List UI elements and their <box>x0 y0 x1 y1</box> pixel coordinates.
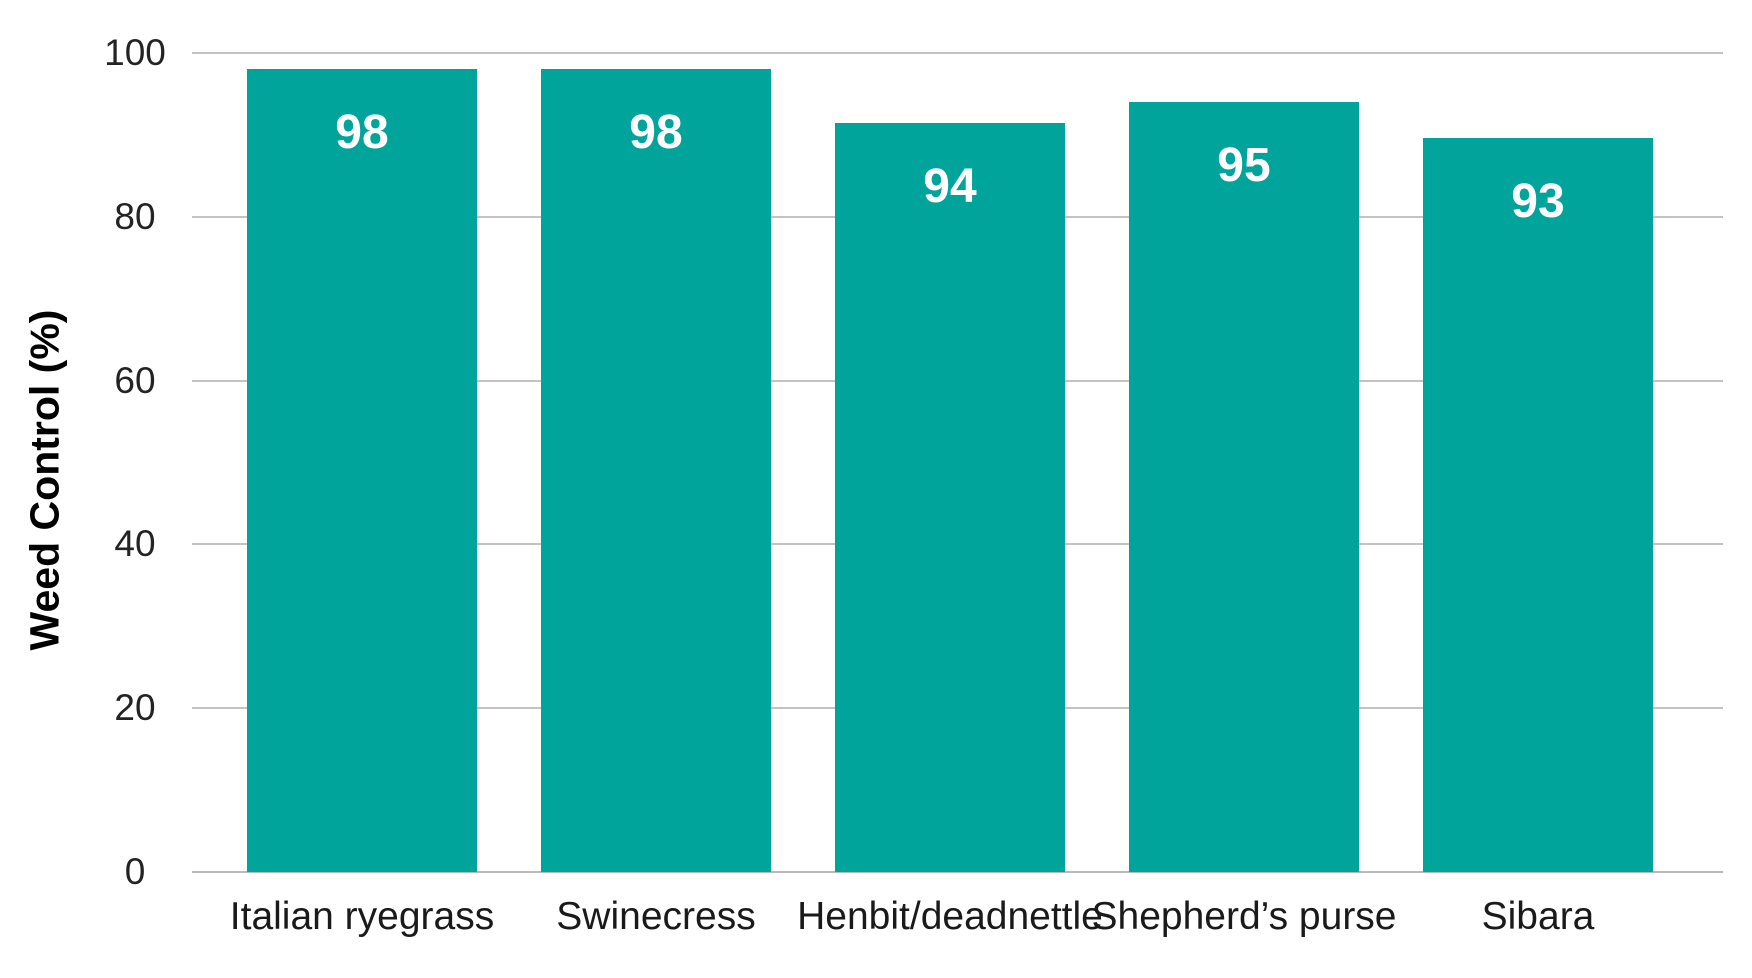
x-category-label: Sibara <box>1481 895 1595 938</box>
bar-value-label: 93 <box>1511 175 1565 229</box>
bar-value-label: 95 <box>1217 139 1271 193</box>
y-axis-title: Weed Control (%) <box>21 309 68 651</box>
x-category-label: Henbit/deadnettle <box>797 895 1103 938</box>
x-category-label: Italian ryegrass <box>229 895 495 938</box>
x-axis-baseline <box>192 871 1723 873</box>
y-tick-label: 60 <box>114 359 156 401</box>
gridline <box>192 52 1723 54</box>
bar <box>1423 138 1653 872</box>
bar-value-label: 94 <box>923 160 977 214</box>
bar <box>1129 102 1359 872</box>
bar-value-label: 98 <box>335 106 389 160</box>
y-tick-label: 40 <box>114 523 156 565</box>
bar <box>835 123 1065 872</box>
y-tick-label: 100 <box>104 32 166 73</box>
y-tick-label: 80 <box>114 195 156 237</box>
y-tick-label: 20 <box>114 687 156 729</box>
x-category-label: Shepherd’s purse <box>1091 895 1397 938</box>
bar <box>541 69 771 872</box>
bar <box>247 69 477 872</box>
y-tick-label: 0 <box>124 851 146 892</box>
x-category-label: Swinecress <box>556 895 756 938</box>
bar-value-label: 98 <box>629 106 683 160</box>
